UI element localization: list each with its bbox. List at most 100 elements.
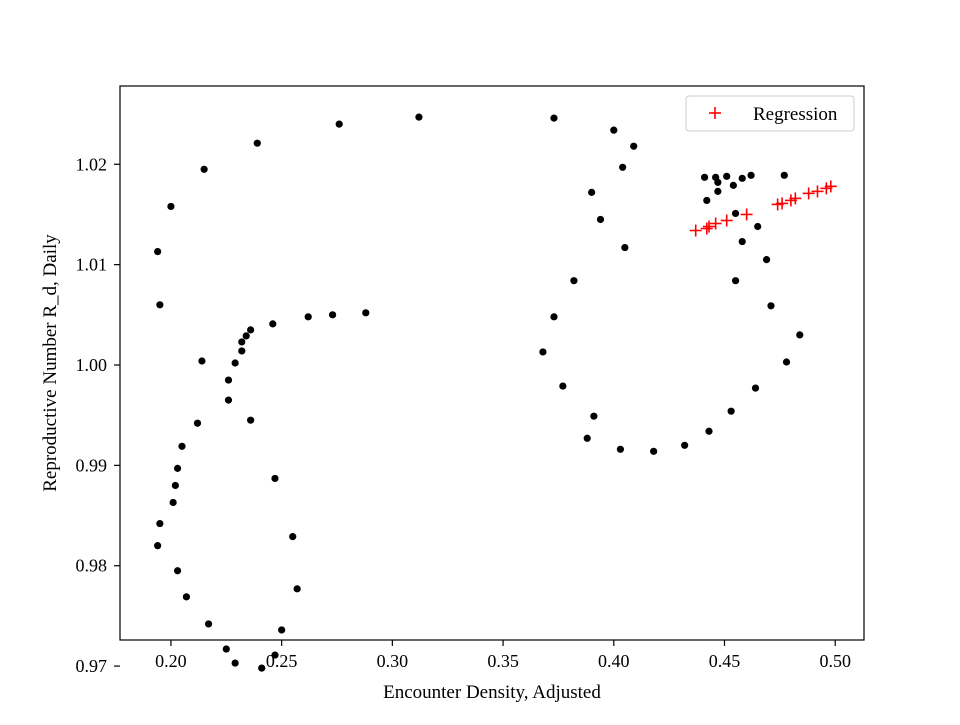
data-point [193,419,202,427]
x-tick-label: 0.20 [155,651,187,671]
data-point [762,256,771,264]
data-point [729,181,737,189]
data-point [173,464,182,472]
y-axis-label: Reproductive Number R_d, Daily [40,234,61,492]
data-point [328,311,337,319]
data-point [751,384,760,392]
x-tick-label: 0.40 [598,651,630,671]
regression-point [824,180,837,193]
regression-point [703,220,715,233]
x-axis: 0.20 0.25 0.30 0.35 0.40 0.45 0.50 [155,640,851,671]
data-point [258,664,266,672]
data-point [231,359,239,367]
data-point [253,139,261,147]
data-point [731,277,740,285]
data-point [167,202,175,211]
data-point [550,313,558,321]
data-point [154,542,162,550]
data-point [754,222,762,231]
regression-point [709,217,722,230]
data-point [222,645,230,653]
x-tick-label: 0.35 [487,651,519,671]
data-point [559,382,567,390]
data-point [198,357,206,365]
data-point [590,412,598,420]
data-point [700,173,709,181]
data-point [173,567,182,575]
data-point [767,302,775,310]
legend-marker-regression [709,107,721,119]
plot-frame [119,85,865,641]
legend-plus-icon [709,107,721,119]
data-point [293,585,301,593]
data-point [362,309,370,317]
regression-point [720,214,733,227]
data-point [242,332,250,340]
data-point [271,474,279,483]
data-point [583,434,591,442]
y-tick-label: 1.00 [76,355,108,375]
data-point [224,396,233,404]
data-point [247,326,255,334]
data-point [596,215,605,224]
data-point [278,626,286,634]
data-point [782,358,791,366]
data-point [178,442,186,450]
regression-point [811,185,824,198]
data-point [588,188,596,196]
y-tick-label: 1.01 [76,255,108,275]
data-point [630,142,638,150]
regression-point [789,192,802,205]
data-point [539,348,547,356]
y-tick-label: 0.97 [76,656,108,676]
data-point [269,320,277,328]
data-point [703,196,711,205]
data-point [747,171,755,179]
data-point [796,331,804,339]
data-point [238,347,246,355]
data-point [156,519,164,528]
x-axis-label: Encounter Density, Adjusted [383,682,601,703]
regression-point [802,187,815,200]
data-point [224,376,233,384]
data-point [200,165,208,173]
regression-point [689,224,702,237]
data-point [570,277,578,285]
legend-frame [685,95,855,132]
data-point [738,237,746,246]
data-point [714,178,722,186]
data-point [247,416,255,424]
data-point [304,313,312,321]
data-point [154,247,162,256]
data-point [550,114,558,122]
data-point [616,445,625,453]
plot-marks [154,113,837,672]
data-point [780,171,788,179]
data-point [415,113,423,121]
data-point [723,172,731,180]
x-tick-label: 0.30 [377,651,409,671]
x-tick-label: 0.45 [709,651,741,671]
x-tick-label: 0.50 [819,651,851,671]
data-point [681,441,689,449]
regression-point [740,208,753,221]
data-point [610,126,618,134]
data-point [204,620,213,628]
x-tick-label: 0.25 [266,651,298,671]
data-point [727,407,735,415]
data-point [650,447,658,455]
regression-point [776,197,789,210]
data-point [731,209,740,218]
legend: Regression [685,95,855,132]
data-point [714,187,722,195]
y-tick-label: 0.98 [76,556,108,576]
data-point [182,593,191,601]
data-point [169,498,177,507]
data-point [238,338,246,346]
data-point [335,120,343,128]
data-point [619,163,627,171]
legend-label-regression: Regression [753,104,838,125]
regression-point [700,222,713,235]
